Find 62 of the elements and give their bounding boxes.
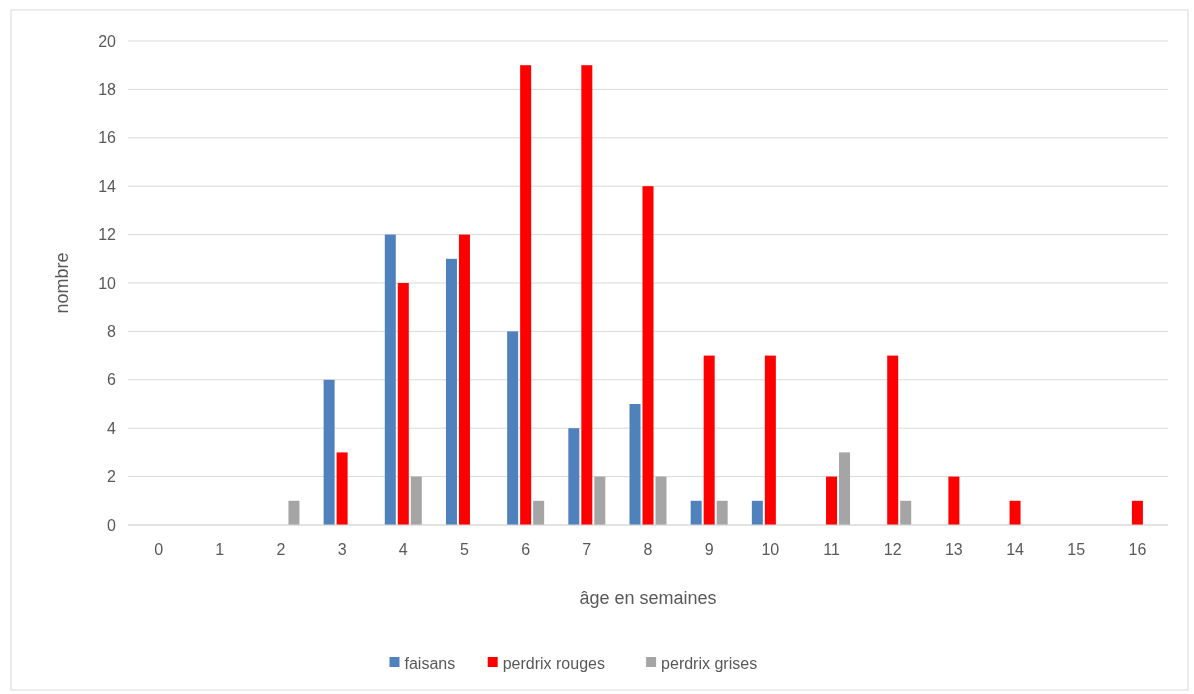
x-tick-label: 1	[215, 541, 225, 558]
x-tick-label: 8	[643, 541, 653, 558]
bar	[458, 234, 470, 525]
bar	[336, 452, 348, 525]
bar	[948, 476, 960, 525]
bar	[520, 65, 532, 525]
legend-label: perdrix rouges	[502, 654, 605, 672]
bar	[581, 65, 593, 525]
bar	[445, 258, 457, 525]
y-tick-label: 16	[98, 129, 117, 147]
x-tick-label: 6	[521, 541, 531, 558]
bar	[751, 500, 763, 525]
y-tick-label: 6	[107, 371, 117, 389]
x-tick-label: 16	[1128, 541, 1147, 558]
y-tick-label: 2	[107, 468, 117, 486]
x-tick-label: 4	[398, 541, 408, 558]
x-tick-label: 7	[582, 541, 592, 558]
x-tick-label: 12	[883, 541, 902, 558]
y-tick-label: 18	[98, 81, 117, 98]
x-tick-label: 15	[1067, 541, 1086, 558]
bar	[397, 283, 409, 525]
bar	[642, 186, 654, 525]
bar	[323, 379, 335, 525]
x-tick-label: 2	[276, 541, 286, 558]
bar	[288, 500, 300, 525]
x-tick-label: 0	[154, 541, 164, 558]
y-axis-title: nombre	[52, 252, 72, 314]
bar	[1131, 500, 1143, 525]
legend-label: perdrix grises	[661, 654, 758, 672]
x-tick-label: 9	[704, 541, 714, 558]
legend-label: faisans	[404, 654, 456, 672]
y-tick-label: 8	[107, 323, 117, 340]
bar	[826, 476, 838, 525]
x-tick-label: 13	[944, 541, 963, 558]
bar	[1009, 500, 1021, 525]
x-tick-label: 5	[460, 541, 470, 558]
x-axis-title: âge en semaines	[579, 588, 717, 608]
bar	[703, 355, 715, 525]
x-tick-label: 10	[761, 541, 780, 558]
bar	[764, 355, 776, 525]
bar	[568, 428, 580, 525]
x-tick-label: 11	[823, 541, 840, 558]
bar	[900, 500, 912, 525]
y-tick-label: 14	[98, 177, 117, 195]
y-tick-label: 12	[98, 226, 117, 244]
y-tick-label: 0	[107, 516, 117, 534]
y-tick-label: 20	[98, 32, 117, 50]
bar	[716, 500, 728, 525]
bar	[839, 452, 851, 525]
bar	[384, 234, 396, 525]
y-tick-label: 10	[98, 274, 117, 292]
x-tick-label: 14	[1006, 541, 1025, 558]
bar	[507, 331, 519, 525]
bar	[655, 476, 667, 525]
y-tick-label: 4	[107, 419, 117, 437]
bar	[533, 500, 545, 525]
bar	[887, 355, 899, 525]
x-tick-label: 3	[337, 541, 347, 558]
bar	[410, 476, 422, 525]
bar	[629, 404, 641, 525]
bar	[690, 500, 702, 525]
bar	[594, 476, 606, 525]
